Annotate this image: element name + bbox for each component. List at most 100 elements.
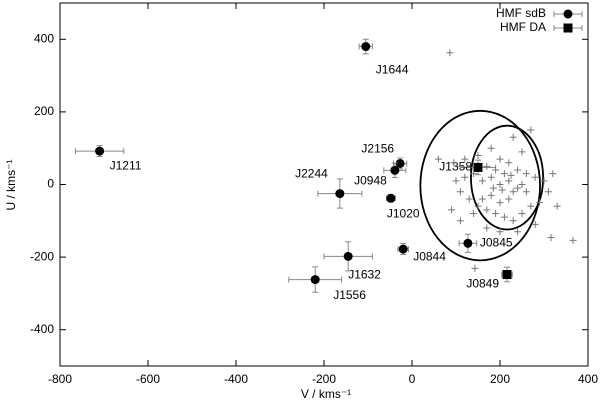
data-point bbox=[496, 228, 504, 236]
point-label: J0849 bbox=[466, 277, 499, 291]
data-point bbox=[398, 244, 408, 254]
data-point bbox=[465, 195, 473, 203]
data-point bbox=[474, 151, 482, 159]
x-tick-label: -200 bbox=[312, 372, 336, 386]
y-tick-label: 400 bbox=[34, 31, 54, 45]
data-point bbox=[343, 251, 353, 261]
data-point bbox=[549, 170, 557, 178]
data-point bbox=[395, 158, 405, 168]
point-label: J1358 bbox=[439, 160, 472, 174]
data-point bbox=[518, 181, 526, 188]
data-point bbox=[569, 236, 577, 244]
data-point bbox=[473, 162, 483, 172]
data-point bbox=[547, 233, 555, 241]
data-point bbox=[471, 264, 479, 272]
data-point bbox=[536, 199, 544, 207]
data-point bbox=[483, 206, 491, 214]
data-point bbox=[487, 144, 495, 152]
y-tick-label: -400 bbox=[30, 322, 54, 336]
legend-marker bbox=[563, 23, 573, 33]
data-point bbox=[514, 184, 522, 192]
data-point bbox=[540, 177, 548, 185]
data-point bbox=[461, 155, 469, 163]
data-point bbox=[531, 173, 539, 181]
point-label: J0948 bbox=[354, 174, 387, 188]
data-point bbox=[434, 155, 442, 163]
data-point bbox=[456, 162, 464, 170]
data-point bbox=[505, 195, 513, 203]
data-point bbox=[95, 146, 105, 156]
data-point bbox=[483, 162, 491, 170]
data-point bbox=[463, 238, 473, 248]
data-point bbox=[505, 177, 513, 185]
x-tick-label: 400 bbox=[578, 372, 598, 386]
data-point bbox=[553, 202, 561, 210]
point-label: J1211 bbox=[110, 158, 142, 172]
data-point bbox=[456, 188, 464, 196]
data-point bbox=[386, 193, 396, 203]
point-label: J1644 bbox=[376, 63, 409, 77]
data-point bbox=[450, 159, 458, 167]
legend-label: HMF sdB bbox=[496, 6, 546, 20]
data-point bbox=[527, 126, 535, 134]
region-ellipse bbox=[419, 109, 541, 262]
region-ellipse bbox=[470, 124, 545, 231]
data-point bbox=[522, 188, 530, 196]
data-point bbox=[509, 217, 517, 225]
data-point bbox=[509, 188, 517, 196]
data-point bbox=[514, 166, 522, 174]
legend-label: HMF DA bbox=[500, 20, 546, 34]
x-tick-label: 200 bbox=[490, 372, 510, 386]
point-label: J0844 bbox=[413, 249, 446, 263]
data-point bbox=[522, 170, 530, 178]
data-point bbox=[452, 177, 460, 185]
point-label: J0845 bbox=[480, 235, 513, 249]
data-point bbox=[531, 220, 539, 228]
data-point bbox=[518, 148, 526, 156]
data-point bbox=[474, 202, 482, 210]
x-tick-label: -400 bbox=[224, 372, 248, 386]
data-point bbox=[498, 186, 506, 194]
y-tick-label: -200 bbox=[30, 249, 54, 263]
data-point bbox=[496, 155, 504, 163]
y-tick-label: 0 bbox=[47, 177, 54, 191]
point-label: J2244 bbox=[295, 167, 328, 181]
data-point bbox=[478, 177, 486, 185]
data-point bbox=[390, 165, 400, 175]
x-tick-label: -600 bbox=[136, 372, 160, 386]
data-point bbox=[446, 49, 454, 57]
data-point bbox=[496, 199, 504, 207]
data-point bbox=[527, 202, 535, 210]
data-point bbox=[500, 213, 508, 221]
data-point bbox=[544, 188, 552, 196]
point-label: J1020 bbox=[387, 206, 420, 220]
data-point bbox=[487, 173, 495, 181]
data-point bbox=[361, 42, 371, 52]
x-tick-label: 0 bbox=[409, 372, 416, 386]
point-label: J1632 bbox=[348, 268, 381, 282]
data-point bbox=[489, 184, 497, 192]
data-point bbox=[502, 270, 512, 280]
data-point bbox=[514, 228, 522, 236]
data-point bbox=[507, 171, 515, 179]
data-point bbox=[487, 191, 495, 199]
data-point bbox=[461, 173, 469, 181]
y-axis-label: U / kms⁻¹ bbox=[4, 160, 18, 211]
data-point bbox=[335, 189, 345, 199]
x-tick-label: -800 bbox=[48, 372, 72, 386]
data-point bbox=[518, 210, 526, 218]
data-point bbox=[478, 195, 486, 203]
data-point bbox=[456, 217, 464, 225]
legend-marker bbox=[563, 9, 573, 19]
data-point bbox=[505, 159, 513, 167]
point-label: J1556 bbox=[333, 288, 366, 302]
data-point bbox=[492, 166, 500, 174]
data-point bbox=[470, 170, 478, 178]
y-tick-label: 200 bbox=[34, 104, 54, 118]
data-point bbox=[470, 210, 478, 218]
data-point bbox=[496, 181, 504, 188]
data-point bbox=[492, 210, 500, 218]
data-point bbox=[448, 206, 456, 214]
point-label: J2156 bbox=[361, 142, 394, 156]
